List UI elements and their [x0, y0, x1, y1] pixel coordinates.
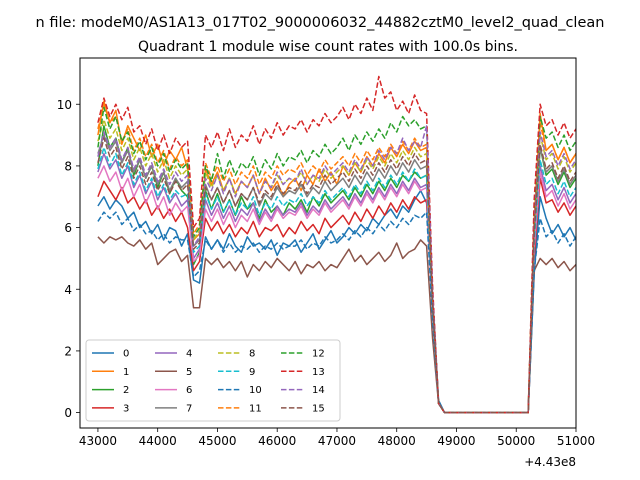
series-line-3: [97, 177, 576, 414]
series-line-10: [97, 211, 576, 414]
series-line-15: [97, 137, 576, 414]
legend-label-14: 14: [312, 385, 325, 396]
legend-label-10: 10: [249, 385, 262, 396]
x-tick-label: 49000: [437, 434, 475, 448]
x-tick-label: 45000: [198, 434, 236, 448]
x-tick-label: 43000: [79, 434, 117, 448]
x-tick-label: 50000: [497, 434, 535, 448]
legend-label-3: 3: [123, 403, 129, 414]
series-line-8: [97, 118, 576, 414]
series-line-4: [97, 152, 576, 414]
legend-label-5: 5: [186, 367, 192, 378]
legend-label-1: 1: [123, 367, 129, 378]
x-tick-label: 44000: [139, 434, 177, 448]
series-line-6: [97, 165, 576, 414]
axes-frame: [79, 57, 577, 429]
series-line-12: [97, 106, 576, 414]
legend-label-4: 4: [186, 349, 192, 360]
y-tick-label: 6: [64, 221, 72, 235]
legend-label-0: 0: [123, 349, 129, 360]
series-line-14: [97, 125, 576, 414]
x-tick-label: 48000: [378, 434, 416, 448]
legend-label-2: 2: [123, 385, 129, 396]
legend-label-12: 12: [312, 349, 325, 360]
series-line-11: [97, 103, 576, 414]
series-line-9: [97, 146, 576, 414]
series-line-5: [97, 236, 576, 414]
y-tick-label: 4: [64, 283, 72, 297]
legend-label-8: 8: [249, 349, 255, 360]
legend-label-11: 11: [249, 403, 262, 414]
legend-label-13: 13: [312, 367, 325, 378]
legend-label-15: 15: [312, 403, 325, 414]
chart-title: Quadrant 1 module wise count rates with …: [138, 39, 518, 55]
y-tick-label: 2: [64, 344, 72, 358]
legend-label-7: 7: [186, 403, 192, 414]
legend-label-9: 9: [249, 367, 255, 378]
y-tick-label: 8: [64, 159, 72, 173]
y-axis: 0 2 4 6 8 10: [57, 98, 80, 420]
x-tick-label: 46000: [258, 434, 296, 448]
x-tick-label: 51000: [557, 434, 595, 448]
legend-label-6: 6: [186, 385, 192, 396]
x-axis: 43000 44000 45000 46000 47000 48000 49000 50000…: [79, 428, 595, 448]
plot-area: [97, 75, 576, 414]
y-tick-label: 0: [64, 406, 72, 420]
legend-box: [85, 339, 341, 422]
x-tick-label: 47000: [318, 434, 356, 448]
series-line-0: [97, 189, 576, 414]
y-tick-label: 10: [57, 98, 72, 112]
suptitle: n file: modeM0/AS1A13_017T02_9000006032_…: [36, 15, 605, 31]
series-line-13: [97, 75, 576, 414]
x-offset-label: +4.43e8: [524, 455, 576, 469]
